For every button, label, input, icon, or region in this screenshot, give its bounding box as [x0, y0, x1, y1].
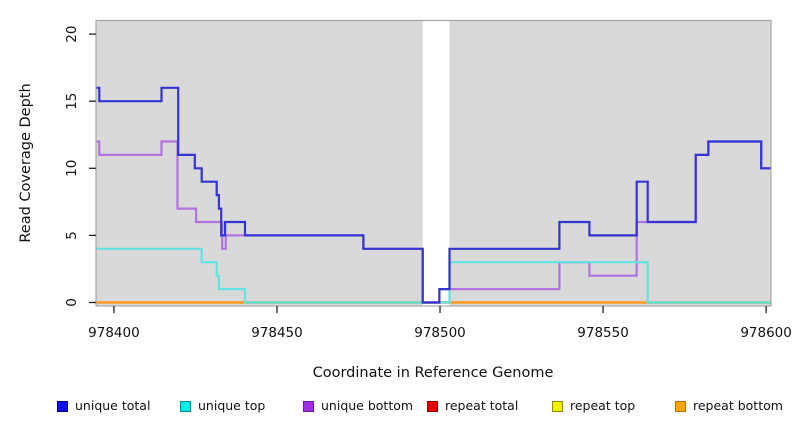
- x-axis-tick-label: 978600: [740, 325, 792, 341]
- x-axis-tick-label: 978500: [414, 325, 466, 341]
- y-axis-tick-label: 0: [64, 298, 80, 307]
- y-axis-tick-label: 5: [64, 231, 80, 240]
- legend-label: repeat bottom: [693, 398, 783, 413]
- x-axis-tick-label: 978400: [88, 325, 140, 341]
- panel-border: [95, 19, 772, 307]
- legend-label: unique bottom: [321, 398, 414, 413]
- series-line-unique-total: [96, 86, 771, 304]
- no-data-gap-band: [422, 21, 450, 306]
- y-axis-tick-label: 15: [64, 93, 80, 110]
- legend-swatch-icon: [303, 401, 314, 412]
- legend-swatch-icon: [180, 401, 191, 412]
- coverage-series-lines: [96, 86, 771, 304]
- chart-legend: unique total unique top unique bottom repea…: [0, 397, 792, 417]
- series-line-unique-top: [96, 247, 771, 304]
- legend-swatch-icon: [57, 401, 68, 412]
- legend-label: unique top: [198, 398, 266, 413]
- y-axis-title: Read Coverage Depth: [18, 83, 34, 242]
- y-axis-tick-label: 20: [64, 26, 80, 43]
- plot-panel: [96, 20, 771, 306]
- x-axis-tick-label: 978550: [577, 325, 629, 341]
- legend-label: repeat top: [570, 398, 636, 413]
- legend-label: unique total: [75, 398, 151, 413]
- legend-swatch-icon: [675, 401, 686, 412]
- legend-swatch-icon: [427, 401, 438, 412]
- legend-swatch-icon: [552, 401, 563, 412]
- y-axis-tick-label: 10: [64, 160, 80, 177]
- x-axis-tick-label: 978450: [251, 325, 303, 341]
- legend-label: repeat total: [445, 398, 519, 413]
- x-axis-title: Coordinate in Reference Genome: [313, 365, 554, 381]
- axes: 978400 978450 978500 978550 978600 0 5 10 15 20: [64, 19, 792, 341]
